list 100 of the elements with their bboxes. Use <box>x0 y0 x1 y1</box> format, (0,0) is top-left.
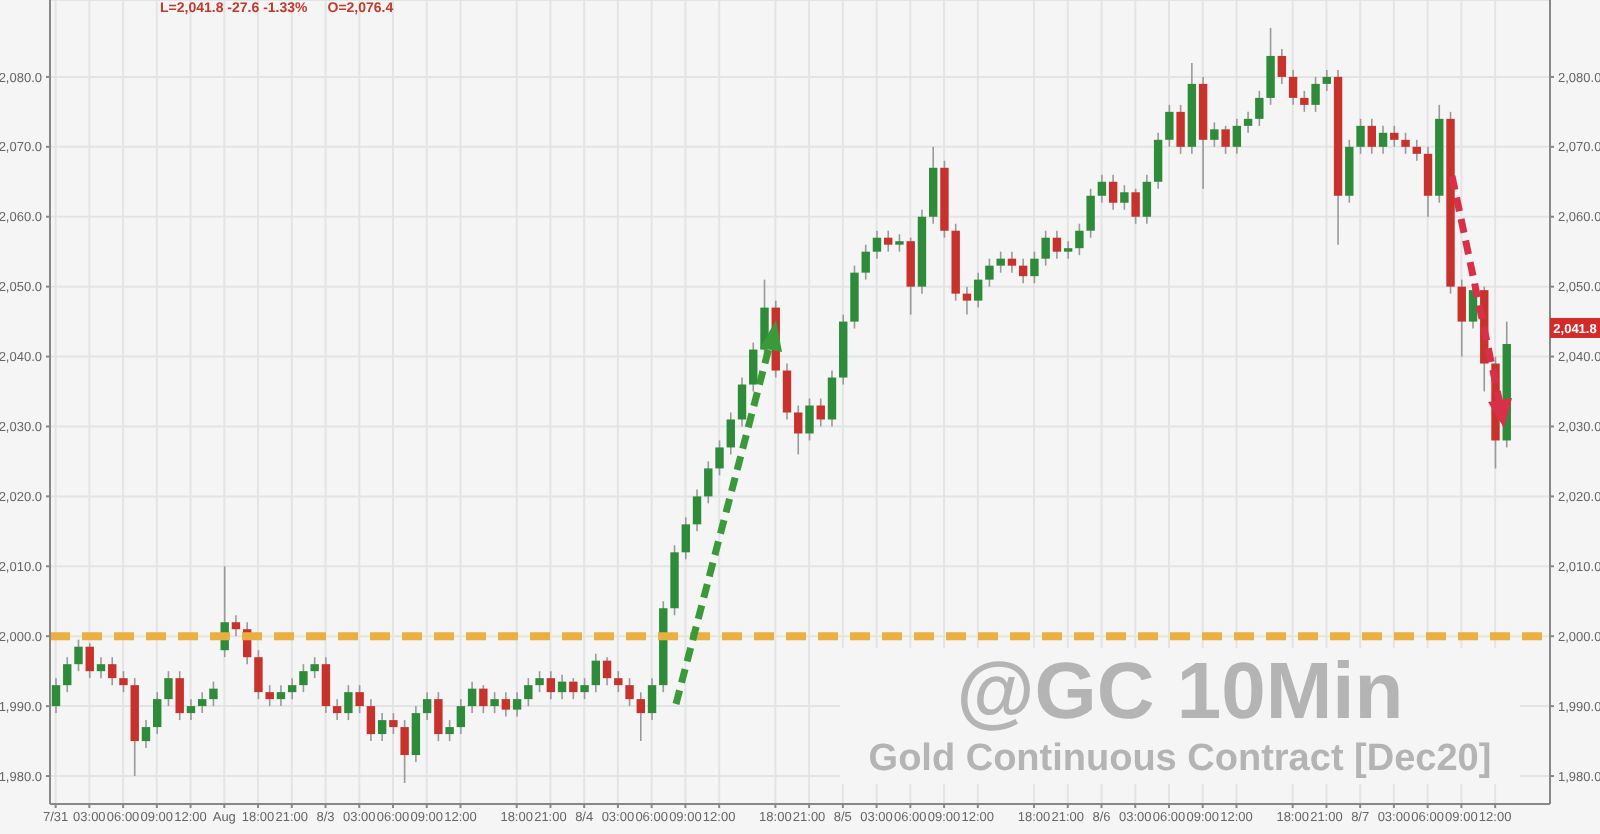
candlestick <box>591 652 601 693</box>
candlestick <box>524 677 533 707</box>
candlestick <box>512 691 522 718</box>
candlestick <box>63 656 72 693</box>
candlestick <box>569 677 578 700</box>
candlestick <box>614 670 623 693</box>
candlestick <box>411 705 421 763</box>
candlestick <box>1176 104 1185 155</box>
candlestick <box>794 404 803 456</box>
candlestick <box>96 656 106 679</box>
candlestick <box>456 698 466 735</box>
candlestick <box>1097 173 1107 204</box>
candlestick <box>580 677 589 700</box>
candlestick <box>1322 69 1332 92</box>
candlestick <box>175 670 184 721</box>
candlestick <box>1007 250 1017 274</box>
candlestick <box>737 376 747 428</box>
candlestick <box>1030 250 1039 284</box>
candlestick <box>422 691 432 721</box>
candlestick <box>602 656 612 686</box>
candlestick <box>445 719 454 742</box>
candlestick <box>906 236 915 316</box>
candlestick <box>389 712 398 735</box>
candlestick <box>1378 125 1388 155</box>
candlestick <box>816 397 825 428</box>
candlestick <box>254 649 263 700</box>
candlestick <box>198 691 207 714</box>
candlestick <box>1367 118 1376 155</box>
candlestick <box>704 460 713 505</box>
candlestick <box>546 670 556 700</box>
candlestick <box>1277 48 1287 85</box>
text: @GC 10Min <box>954 648 1406 736</box>
candlestick <box>265 684 274 707</box>
candlestick <box>1063 240 1073 260</box>
candlestick <box>535 670 544 693</box>
candlestick <box>1153 132 1163 190</box>
candlestick <box>1086 187 1095 239</box>
candlestick <box>1412 139 1421 162</box>
candlestick <box>1423 146 1433 218</box>
candlestick <box>805 397 814 442</box>
candlestick <box>501 691 511 718</box>
candlestick <box>985 257 994 288</box>
candlestick <box>1401 132 1410 155</box>
candlestick <box>996 250 1005 274</box>
candlestick <box>276 684 286 707</box>
candlestick <box>299 663 308 693</box>
candlestick <box>85 642 94 679</box>
candlestick <box>479 684 488 714</box>
candlestick <box>1210 121 1219 148</box>
candlestick <box>186 698 196 721</box>
candlestick <box>434 691 443 742</box>
candlestick <box>1457 278 1466 358</box>
candlestick <box>377 712 387 742</box>
candlestick <box>321 656 331 714</box>
candlestick <box>1300 90 1309 113</box>
candlestick <box>715 439 724 477</box>
candlestick <box>1131 187 1140 225</box>
candlestick <box>557 673 567 700</box>
candlestick <box>1075 222 1084 256</box>
candlestick <box>1356 118 1365 155</box>
candlestick <box>467 680 477 714</box>
candlestick <box>1243 111 1253 134</box>
candlestick <box>1255 90 1264 127</box>
candlestick <box>749 341 758 393</box>
candlestick <box>164 670 173 707</box>
candlestick <box>1390 125 1399 148</box>
candlestick <box>1108 173 1118 211</box>
candlestick <box>231 614 241 638</box>
candlestick <box>1018 257 1028 284</box>
candlestick <box>1311 76 1320 113</box>
candlestick <box>681 516 690 561</box>
candlestick <box>1232 118 1242 155</box>
candlestick <box>962 285 972 316</box>
candlestick <box>1120 184 1129 211</box>
candlestick <box>973 271 983 309</box>
candlestick <box>74 638 83 672</box>
candlestick <box>366 698 376 742</box>
candlestick <box>636 691 645 742</box>
text: Gold Continuous Contract [Dec20] <box>866 736 1494 784</box>
candlestick <box>108 656 117 686</box>
candlestick <box>861 243 870 281</box>
candlestick <box>647 677 657 721</box>
candlestick <box>726 411 735 456</box>
candlestick <box>344 684 353 721</box>
candlestick <box>884 229 893 253</box>
candlestick <box>141 719 151 749</box>
candlestick <box>119 670 128 693</box>
candlestick <box>625 677 634 707</box>
candlestick <box>355 684 364 714</box>
candlestick <box>490 691 499 714</box>
candlestick <box>287 677 297 700</box>
candlestick <box>1165 104 1174 148</box>
candlestick <box>872 229 882 260</box>
candlestick <box>153 691 162 735</box>
candlestick <box>400 719 409 784</box>
candlestick <box>782 362 792 421</box>
candlestick <box>1266 27 1275 106</box>
candlestick <box>1052 229 1062 260</box>
candlestick <box>310 656 319 679</box>
candlestick <box>332 698 342 721</box>
